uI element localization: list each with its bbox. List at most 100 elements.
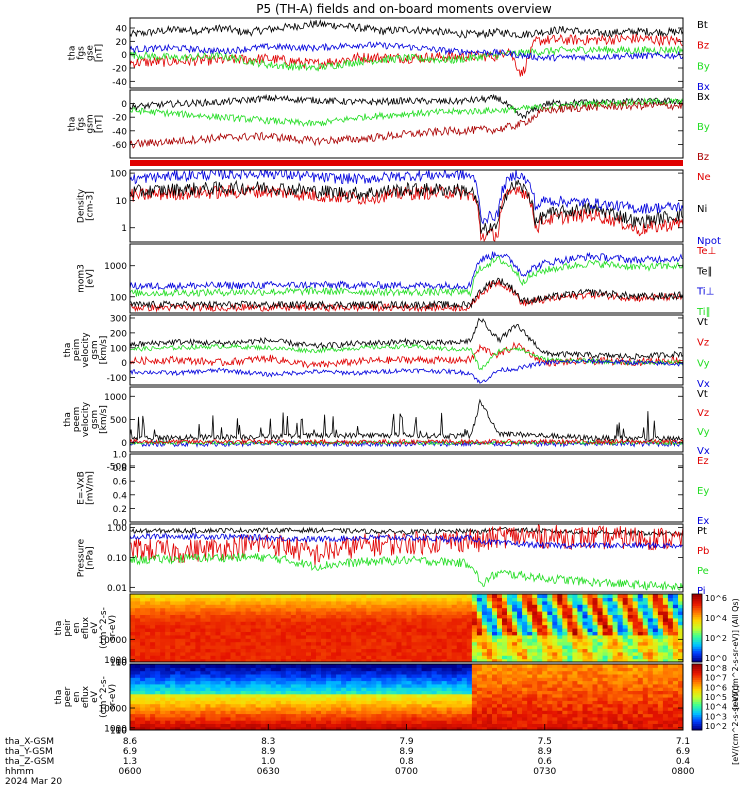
heatmap-cell xyxy=(230,670,237,675)
heatmap-cell xyxy=(492,683,498,688)
heatmap-cell xyxy=(250,604,257,609)
heatmap-cell xyxy=(652,710,659,715)
heatmap-cell xyxy=(622,617,629,622)
heatmap-cell xyxy=(527,723,533,728)
heatmap-cell xyxy=(255,716,262,721)
heatmap-cell xyxy=(547,611,553,615)
heatmap-cell xyxy=(391,645,397,649)
heatmap-cell xyxy=(441,697,448,701)
heatmap-cell xyxy=(290,638,297,643)
heatmap-cell xyxy=(672,648,679,653)
heatmap-cell xyxy=(436,594,443,598)
heatmap-cell xyxy=(426,651,433,656)
heatmap-cell xyxy=(547,726,553,730)
heatmap-cell xyxy=(647,726,654,730)
heatmap-cell xyxy=(265,690,272,695)
heatmap-cell xyxy=(225,611,232,615)
heatmap-cell xyxy=(667,693,674,698)
colorbar-cell xyxy=(692,672,702,676)
colorbar-cell xyxy=(692,666,702,669)
heatmap-cell xyxy=(647,664,654,668)
heatmap-cell xyxy=(311,703,317,708)
heatmap-cell xyxy=(336,670,342,675)
heatmap-cell xyxy=(336,713,342,718)
heatmap-cell xyxy=(351,611,357,615)
heatmap-cell xyxy=(285,703,292,708)
heatmap-cell xyxy=(391,648,397,653)
heatmap-cell xyxy=(532,700,538,705)
heatmap-cell xyxy=(537,604,543,609)
heatmap-cell xyxy=(230,631,237,636)
heatmap-cell xyxy=(376,673,382,678)
heatmap-cell xyxy=(175,628,181,632)
heatmap-cell xyxy=(220,664,227,668)
heatmap-cell xyxy=(507,693,513,698)
heatmap-cell xyxy=(245,594,252,598)
heatmap-cell xyxy=(612,638,619,643)
heatmap-cell xyxy=(401,700,408,705)
heatmap-cell xyxy=(512,703,518,708)
heatmap-cell xyxy=(587,703,594,708)
heatmap-cell xyxy=(642,723,649,728)
heatmap-cell xyxy=(185,628,191,632)
heatmap-cell xyxy=(657,706,664,711)
heatmap-cell xyxy=(497,710,503,715)
y-axis-label: tha xyxy=(63,412,73,427)
heatmap-cell xyxy=(622,631,629,636)
heatmap-cell xyxy=(175,611,181,615)
heatmap-cell xyxy=(155,683,161,688)
heatmap-cell xyxy=(622,600,629,605)
heatmap-cell xyxy=(602,607,609,612)
heatmap-cell xyxy=(295,713,302,718)
heatmap-cell xyxy=(240,680,247,685)
heatmap-cell xyxy=(597,677,604,682)
heatmap-cell xyxy=(215,624,222,629)
heatmap-cell xyxy=(240,716,247,721)
heatmap-cell xyxy=(270,664,277,668)
heatmap-cell xyxy=(285,680,292,685)
heatmap-cell xyxy=(180,677,186,682)
heatmap-cell xyxy=(331,703,337,708)
heatmap-cell xyxy=(431,641,438,646)
y-axis-label: sr-eV) xyxy=(108,615,118,641)
heatmap-cell xyxy=(306,710,312,715)
heatmap-cell xyxy=(135,673,141,678)
y-tick-label: -100 xyxy=(107,374,128,384)
heatmap-cell xyxy=(130,628,136,632)
heatmap-cell xyxy=(547,617,553,622)
heatmap-cell xyxy=(552,655,558,660)
heatmap-cell xyxy=(351,597,357,602)
heatmap-cell xyxy=(602,597,609,602)
heatmap-cell xyxy=(411,683,418,688)
heatmap-cell xyxy=(562,658,568,662)
heatmap-cell xyxy=(401,683,408,688)
heatmap-cell xyxy=(295,677,302,682)
heatmap-cell xyxy=(160,641,166,646)
heatmap-cell xyxy=(351,658,357,662)
series-line-Bx xyxy=(130,41,683,62)
heatmap-cell xyxy=(185,597,191,602)
heatmap-cell xyxy=(517,628,523,632)
heatmap-cell xyxy=(326,648,332,653)
heatmap-cell xyxy=(617,600,624,605)
heatmap-cell xyxy=(406,634,413,639)
heatmap-cell xyxy=(662,641,669,646)
heatmap-cell xyxy=(150,716,156,721)
heatmap-cell xyxy=(145,658,151,662)
heatmap-cell xyxy=(476,648,483,653)
heatmap-cell xyxy=(497,667,503,672)
heatmap-cell xyxy=(270,658,277,662)
heatmap-cell xyxy=(502,693,508,698)
heatmap-cell xyxy=(205,723,211,728)
heatmap-cell xyxy=(275,693,282,698)
heatmap-cell xyxy=(361,648,367,653)
heatmap-cell xyxy=(275,638,282,643)
heatmap-cell xyxy=(527,706,533,711)
heatmap-cell xyxy=(507,700,513,705)
heatmap-cell xyxy=(275,604,282,609)
heatmap-cell xyxy=(200,614,206,619)
heatmap-cell xyxy=(225,720,232,724)
heatmap-cell xyxy=(306,697,312,701)
heatmap-cell xyxy=(265,670,272,675)
heatmap-cell xyxy=(637,621,644,626)
